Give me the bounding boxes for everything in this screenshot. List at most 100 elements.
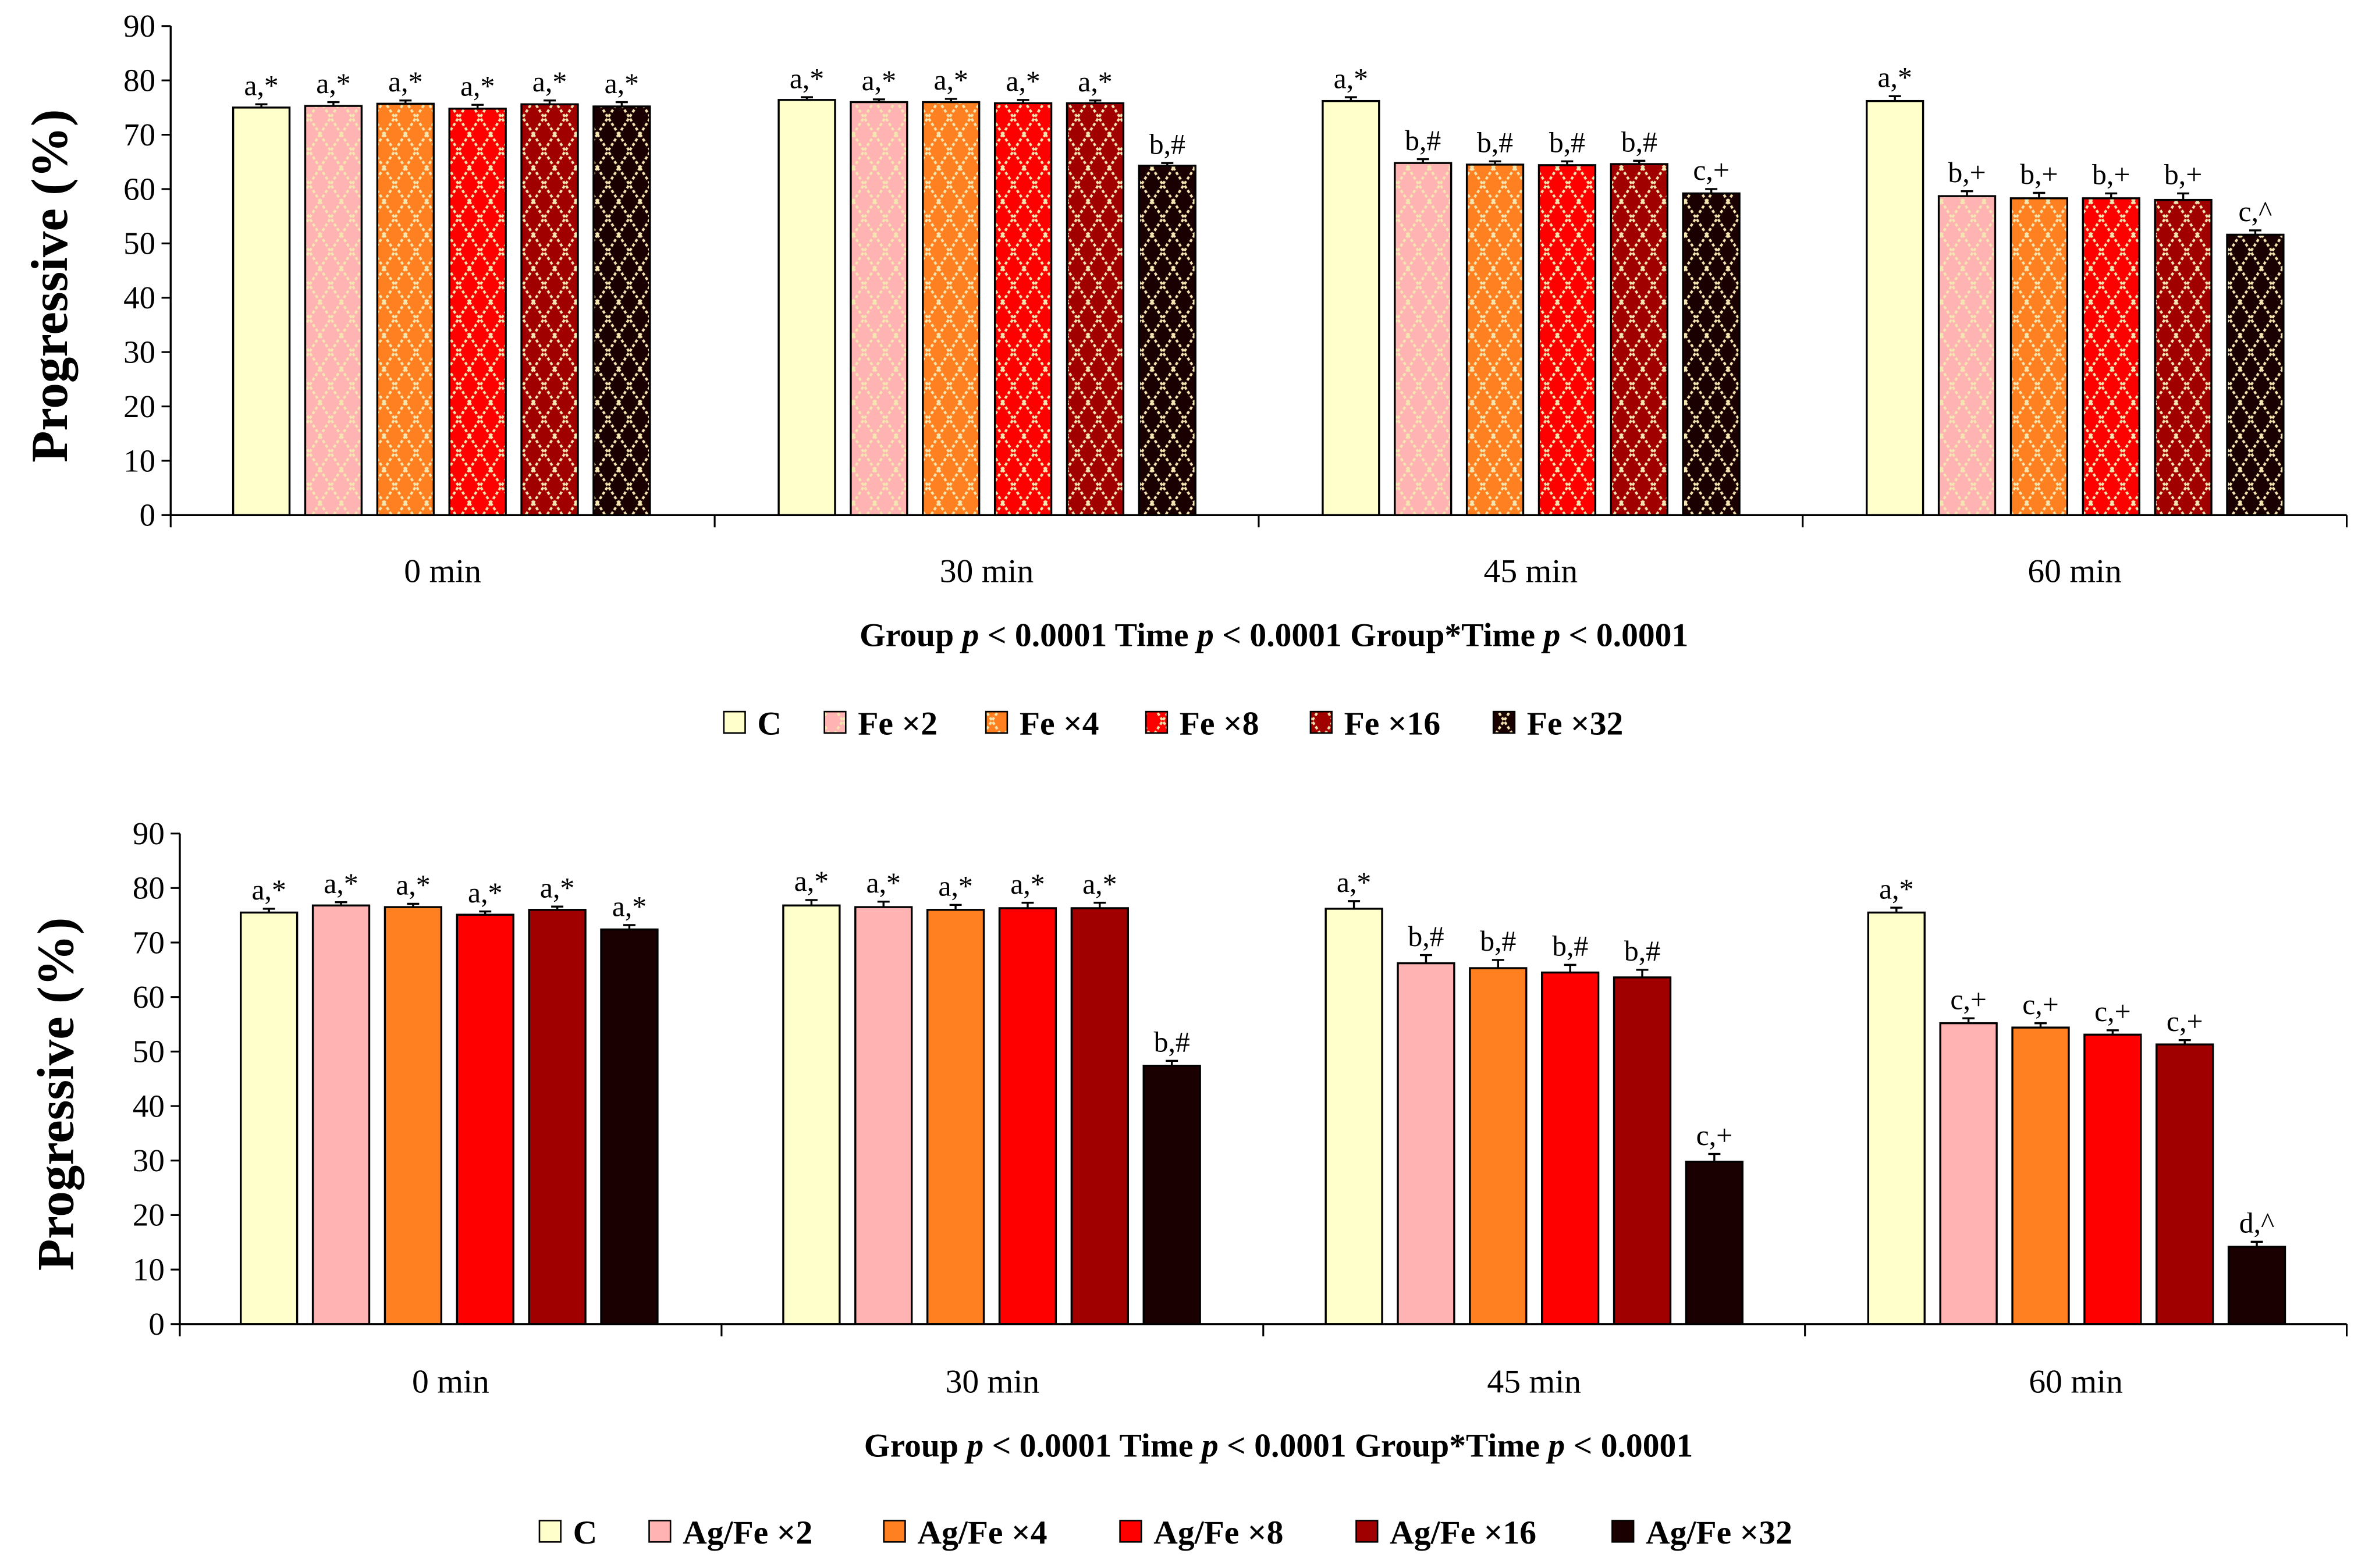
data-label: a,* [324,867,358,899]
legend-item: Ag/Fe ×4 [883,1514,1047,1551]
bar [311,904,371,1325]
y-tick-label: 50 [133,1034,165,1069]
data-label: b,# [1621,126,1657,158]
legend-item: C [538,1514,597,1551]
bar [600,928,659,1325]
x-tick-label: 30 min [940,553,1034,590]
legend-item: Fe ×8 [1145,705,1259,742]
legend-item: Ag/Fe ×2 [648,1514,812,1551]
y-tick-label: 90 [133,816,165,851]
data-label: a,* [388,66,422,98]
data-label: a,* [605,67,639,99]
significance-footnote: Group p < 0.0001 Time p < 0.0001 Group*T… [864,1428,1693,1464]
data-label: b,# [1549,127,1585,159]
legend-label: Fe ×16 [1344,705,1441,742]
legend-label: Fe ×4 [1020,705,1099,742]
data-label: a,* [540,872,574,904]
bar [1138,165,1196,517]
data-label: a,* [468,877,502,909]
bar [854,906,913,1325]
bar [304,105,363,517]
footnote-segment: p [1540,617,1560,654]
data-label: c,+ [2022,989,2059,1021]
y-tick-label: 70 [123,117,155,152]
bar [1322,99,1380,517]
data-label: b,# [1154,1026,1190,1058]
data-label: b,# [1624,935,1660,967]
bar [592,105,651,517]
legend-item: C [723,705,782,742]
data-label: b,# [1405,125,1441,157]
data-label: a,* [1006,65,1040,97]
footnote-segment: p [1194,617,1214,654]
y-tick-label: 40 [133,1088,165,1123]
data-label: c,^ [2239,195,2272,227]
bar [1613,976,1672,1325]
x-tick-label: 0 min [404,553,481,590]
bar [1324,908,1383,1325]
bar [2226,233,2285,517]
data-label: a,* [867,867,901,899]
legend-swatch [1611,1520,1635,1543]
legend-swatch [1309,710,1333,734]
bar [993,102,1053,517]
y-tick-label: 70 [133,925,165,960]
bar [2082,197,2140,517]
bar [926,909,985,1325]
y-axis-label: Progressive (%) [22,109,79,463]
legend-label: Fe ×8 [1180,705,1259,742]
legend-swatch [1119,1520,1142,1543]
x-tick-label: 60 min [2029,1364,2123,1400]
y-tick-label: 20 [133,1197,165,1233]
data-label: b,# [1477,127,1513,159]
footnote-segment: < 0.0001 [1565,1428,1693,1464]
data-label: b,# [1552,930,1588,962]
y-tick-label: 20 [123,389,155,424]
legend-label: Ag/Fe ×2 [683,1514,812,1551]
bar [782,904,841,1325]
data-label: c,+ [1696,1119,1733,1151]
legend-label: Fe ×2 [858,705,938,742]
bar [383,906,443,1325]
bar [1867,911,1926,1325]
bar [777,99,836,517]
legend-swatch [1492,710,1516,734]
data-label: a,* [612,890,647,922]
bar [1685,1160,1744,1325]
x-tick-label: 60 min [2027,553,2122,590]
y-tick-label: 90 [123,8,155,44]
bar [1937,195,1997,517]
legend-item: Fe ×4 [985,705,1099,742]
bar [2083,1033,2142,1325]
legend-label: Ag/Fe ×4 [917,1514,1047,1551]
bar [1866,99,1924,517]
bar [922,101,981,517]
footnote-segment: < 0.0001 Group*Time [1219,1428,1549,1464]
y-tick-label: 60 [123,171,155,207]
data-label: c,+ [2167,1005,2203,1037]
chart-ag-fe: 0 10 20 30 40 50 60 70 80 90 Progressive (%) 0 min 3… [28,816,2348,1551]
data-label: a,* [938,870,972,902]
bar [376,102,435,517]
bar [1541,971,1600,1325]
data-label: a,* [244,70,278,102]
footnote-segment: p [960,617,979,654]
legend-label: Fe ×32 [1527,705,1624,742]
bar [2227,1246,2286,1325]
legend-label: Ag/Fe ×32 [1646,1514,1792,1551]
data-label: a,* [316,67,350,99]
data-label: a,* [1010,868,1045,900]
legend-label: C [757,705,782,742]
data-label: a,* [1337,866,1371,898]
legend-item: Ag/Fe ×16 [1355,1514,1536,1551]
legend-label: Ag/Fe ×8 [1153,1514,1283,1551]
legend-swatch [823,710,847,734]
legend-swatch [1145,710,1169,734]
data-label: a,* [1078,66,1112,98]
footnote-segment: p [1199,1428,1219,1464]
data-label: a,* [790,62,824,94]
footnote-segment: Group [860,617,963,654]
bar [520,103,579,517]
data-label: b,+ [2020,158,2058,190]
